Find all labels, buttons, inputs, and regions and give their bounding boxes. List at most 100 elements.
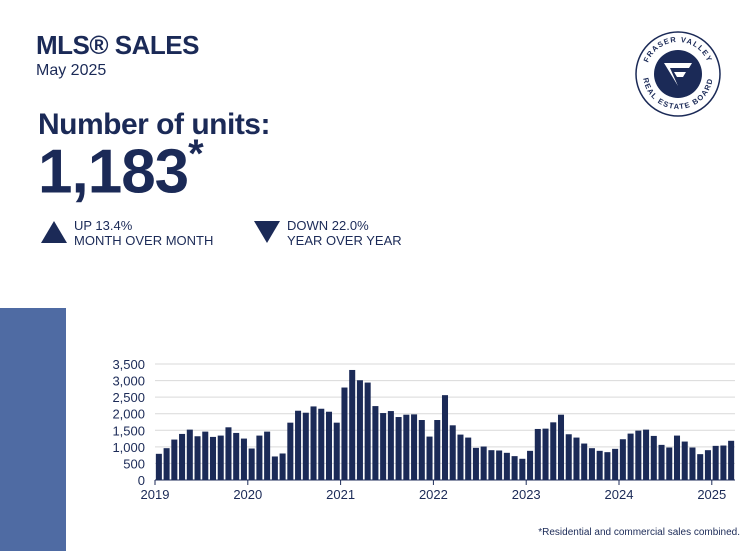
- bar-month-38: [449, 425, 456, 480]
- bar-month-16: [279, 453, 286, 480]
- bar-month-51: [550, 422, 557, 480]
- x-tick-label: 2021: [326, 487, 355, 502]
- bar-month-72: [712, 445, 719, 480]
- up-triangle-icon: [41, 221, 67, 243]
- y-tick-label: 2,500: [112, 390, 145, 405]
- bar-month-44: [496, 450, 503, 480]
- bar-month-53: [565, 434, 572, 480]
- y-tick-label: 2,000: [112, 407, 145, 422]
- bar-month-52: [557, 414, 565, 480]
- bar-month-36: [434, 420, 441, 480]
- bar-month-24: [341, 387, 348, 480]
- bar-month-1: [163, 448, 170, 480]
- x-tick-label: 2019: [141, 487, 170, 502]
- bar-month-43: [488, 450, 495, 480]
- x-tick-label: 2025: [697, 487, 726, 502]
- bar-month-39: [457, 434, 464, 480]
- bar-month-27: [364, 382, 371, 480]
- bar-month-6: [202, 431, 209, 480]
- bar-month-23: [333, 422, 340, 480]
- stat-mom-line2: MONTH OVER MONTH: [74, 233, 214, 248]
- bar-month-68: [681, 441, 688, 480]
- bar-month-19: [302, 412, 309, 480]
- bar-month-59: [612, 448, 619, 480]
- bar-month-48: [527, 450, 534, 480]
- bar-month-57: [596, 450, 603, 480]
- bar-month-32: [403, 414, 410, 480]
- page-subtitle: May 2025: [36, 62, 107, 79]
- y-tick-label: 3,000: [112, 374, 145, 389]
- stat-yoy-text: DOWN 22.0% YEAR OVER YEAR: [287, 218, 402, 248]
- bar-month-9: [225, 427, 232, 480]
- bar-month-58: [604, 452, 611, 480]
- bar-month-50: [542, 428, 549, 480]
- down-triangle-icon: [254, 221, 280, 243]
- bar-month-8: [217, 435, 224, 480]
- bar-month-64: [650, 435, 657, 480]
- stat-mom-line1: UP 13.4%: [74, 218, 133, 233]
- bar-month-61: [627, 433, 634, 480]
- bar-month-37: [441, 395, 449, 480]
- units-label: Number of units:: [38, 108, 271, 141]
- bar-month-45: [503, 452, 510, 480]
- footnote: *Residential and commercial sales combin…: [538, 527, 740, 538]
- bar-month-62: [635, 430, 642, 480]
- bar-month-65: [658, 444, 665, 480]
- bar-month-69: [689, 447, 696, 480]
- bar-month-22: [325, 411, 333, 480]
- bar-month-73: [720, 445, 727, 480]
- x-tick-label: 2023: [512, 487, 541, 502]
- y-tick-label: 1,500: [112, 423, 145, 438]
- bar-month-18: [295, 410, 302, 480]
- bar-month-67: [673, 435, 681, 480]
- bar-month-21: [318, 408, 325, 480]
- bar-month-42: [480, 446, 487, 480]
- bar-month-30: [387, 411, 394, 480]
- bar-month-40: [465, 437, 472, 480]
- units-asterisk: *: [188, 132, 204, 176]
- x-tick-label: 2020: [233, 487, 262, 502]
- bar-month-28: [372, 406, 379, 480]
- y-tick-label: 1,000: [112, 440, 145, 455]
- bar-month-0: [155, 453, 162, 480]
- bar-month-63: [643, 429, 650, 480]
- units-value: 1,183*: [38, 132, 204, 208]
- stat-yoy-line1: DOWN 22.0%: [287, 218, 369, 233]
- bar-month-14: [264, 431, 271, 480]
- bar-month-70: [697, 454, 704, 480]
- y-tick-label: 0: [138, 473, 145, 488]
- bar-month-26: [356, 380, 363, 480]
- bar-month-54: [573, 437, 580, 480]
- bar-month-74: [728, 440, 735, 480]
- bar-month-20: [310, 406, 317, 480]
- bar-month-60: [619, 439, 626, 480]
- stat-yoy-line2: YEAR OVER YEAR: [287, 233, 402, 248]
- bar-month-10: [233, 432, 240, 480]
- bar-month-13: [256, 435, 263, 480]
- bar-month-55: [581, 443, 588, 480]
- x-tick-label: 2024: [605, 487, 634, 502]
- fvreb-logo-icon: FRASER VALLEY REAL ESTATE BOARD: [635, 31, 721, 117]
- x-tick-label: 2022: [419, 487, 448, 502]
- side-accent-block: [0, 308, 66, 551]
- y-tick-label: 500: [123, 456, 145, 471]
- stat-mom-text: UP 13.4% MONTH OVER MONTH: [74, 218, 213, 248]
- bar-month-47: [519, 458, 526, 480]
- bar-month-29: [380, 413, 387, 480]
- bar-month-49: [534, 428, 541, 480]
- bar-month-31: [395, 417, 402, 480]
- bar-month-56: [588, 448, 595, 480]
- bar-month-11: [240, 438, 247, 480]
- bar-month-2: [171, 439, 178, 480]
- y-tick-label: 3,500: [112, 357, 145, 372]
- bar-month-66: [666, 447, 673, 480]
- bar-month-4: [186, 429, 193, 480]
- bar-month-46: [511, 456, 518, 480]
- bar-month-3: [179, 433, 186, 480]
- bar-month-17: [287, 422, 294, 480]
- bar-month-25: [349, 369, 356, 480]
- bar-month-7: [209, 436, 217, 480]
- bar-month-15: [271, 456, 278, 480]
- bar-month-5: [194, 436, 201, 480]
- page-title: MLS® SALES: [36, 30, 199, 60]
